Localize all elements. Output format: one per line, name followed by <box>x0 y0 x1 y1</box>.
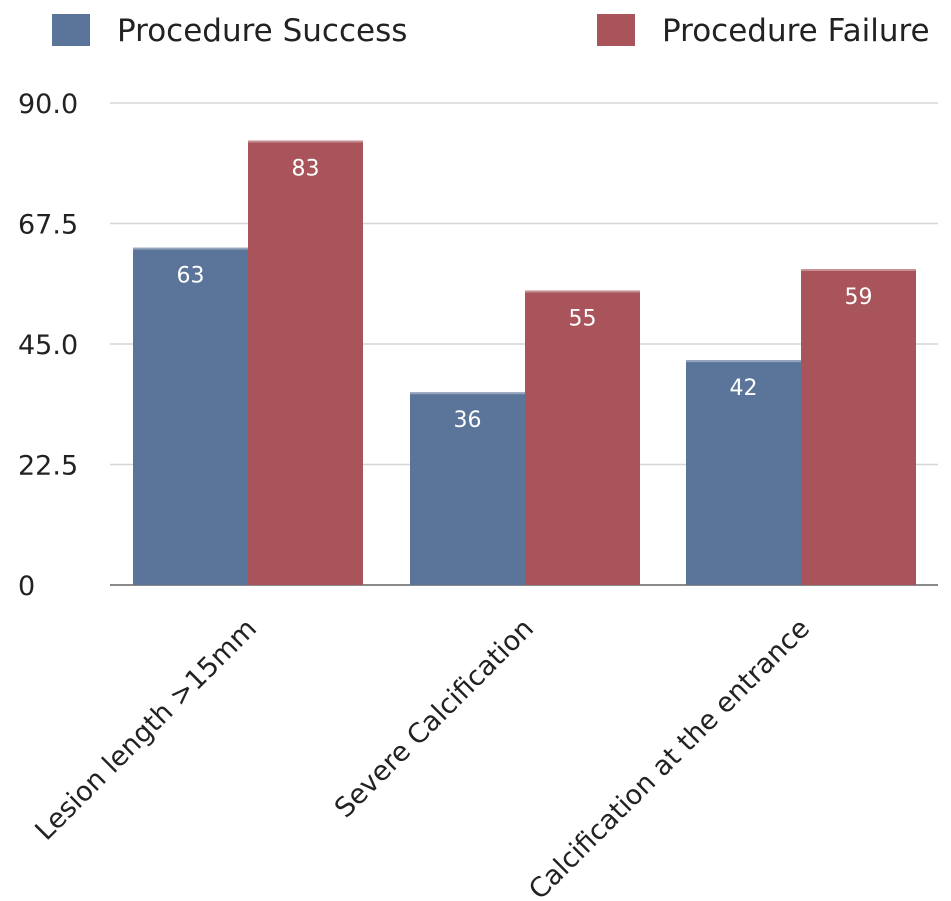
y-tick-label: 90.0 <box>18 89 78 120</box>
x-category-label: Severe Calcification <box>329 613 540 824</box>
y-tick-label: 45.0 <box>18 330 78 361</box>
bars <box>133 140 916 585</box>
data-label: 59 <box>845 285 873 310</box>
legend-swatch <box>52 14 90 46</box>
bar-success <box>133 247 248 585</box>
y-axis-ticks: 0 22.5 45.0 67.5 90.0 <box>18 89 78 602</box>
data-label: 36 <box>454 408 482 433</box>
legend-label: Procedure Success <box>117 13 407 49</box>
x-axis-categories: Lesion length >15mm Severe CalcificationC… <box>29 613 815 901</box>
y-tick-label: 67.5 <box>18 210 78 241</box>
data-label: 55 <box>569 306 597 331</box>
bar-success <box>686 360 801 585</box>
bar-success <box>410 392 525 585</box>
bar-failure <box>801 269 916 585</box>
data-label: 83 <box>292 156 320 181</box>
x-category-label: Lesion length >15mm <box>29 613 262 846</box>
y-tick-label: 0 <box>18 571 35 602</box>
legend: Procedure Success Procedure Failure <box>52 13 930 49</box>
legend-swatch <box>597 14 635 46</box>
legend-label: Procedure Failure <box>662 13 930 49</box>
data-labels: 63 83 36 55 42 59 <box>177 156 873 433</box>
data-label: 63 <box>177 264 205 289</box>
bar-failure <box>248 140 363 585</box>
data-label: 42 <box>730 376 758 401</box>
y-tick-label: 22.5 <box>18 451 78 482</box>
x-category-label: Calcification at the entrance <box>523 613 816 901</box>
bar-failure <box>525 290 640 585</box>
